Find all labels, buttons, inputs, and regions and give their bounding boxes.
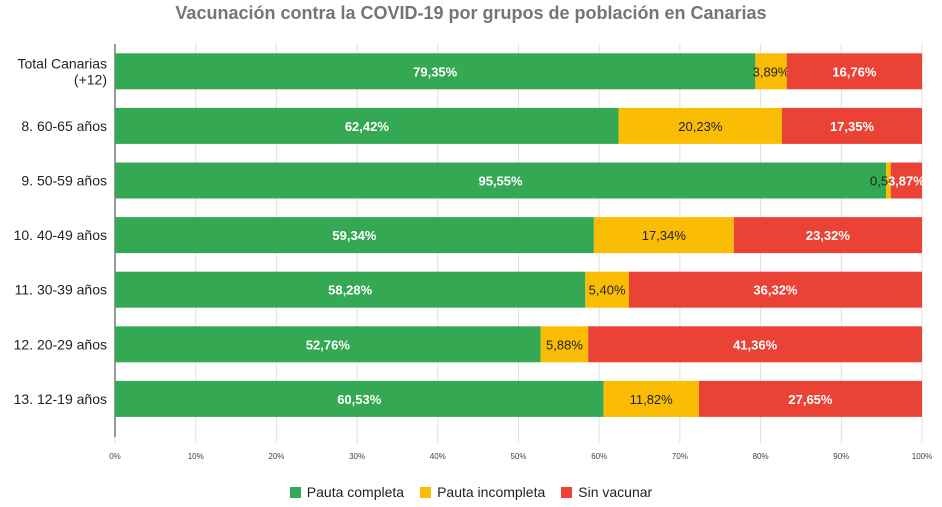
x-tick-label: 40%	[430, 452, 446, 461]
data-label: 60,53%	[337, 392, 382, 407]
legend-swatch	[420, 486, 432, 498]
data-label: 79,35%	[413, 64, 458, 79]
bar-segment	[786, 53, 922, 90]
category-label: 9. 50-59 años	[21, 173, 107, 189]
data-label: 17,35%	[830, 119, 875, 134]
data-label: 20,23%	[678, 119, 723, 134]
bar-segment	[540, 326, 589, 363]
category-label-line: 8. 60-65 años	[21, 118, 107, 134]
x-tick-label: 0%	[109, 452, 121, 461]
legend-swatch	[289, 486, 301, 498]
bar-segment	[585, 271, 629, 308]
legend: Pauta completa Pauta incompleta Sin vacuna…	[0, 484, 942, 500]
category-label: 11. 30-39 años	[15, 282, 107, 298]
data-label: 27,65%	[788, 392, 833, 407]
category-label-line: 9. 50-59 años	[21, 173, 107, 189]
bar-segment	[115, 326, 541, 363]
x-tick-label: 90%	[833, 452, 849, 461]
data-label: 59,34%	[332, 228, 377, 243]
x-tick-label: 60%	[591, 452, 607, 461]
x-tick-label: 100%	[912, 452, 932, 461]
data-label: 41,36%	[733, 337, 778, 352]
category-label-line: Total Canarias	[18, 55, 108, 71]
category-label: Total Canarias (+12)	[18, 55, 108, 87]
category-label-line: 12. 20-29 años	[14, 336, 107, 352]
category-label-line: 13. 12-19 años	[14, 391, 107, 407]
bar-segment	[115, 162, 887, 199]
bar-segment	[115, 380, 604, 417]
data-label: 36,32%	[753, 283, 798, 298]
legend-item: Pauta completa	[289, 484, 405, 500]
data-label: 5,88%	[546, 337, 583, 352]
x-tick-label: 30%	[349, 452, 365, 461]
category-label-line: 10. 40-49 años	[14, 227, 107, 243]
data-label: 17,34%	[642, 228, 687, 243]
bar-segment	[698, 380, 922, 417]
category-label: 13. 12-19 años	[14, 391, 107, 407]
data-label: 11,82%	[630, 392, 674, 407]
category-label: 8. 60-65 años	[21, 118, 107, 134]
data-label: 58,28%	[328, 283, 373, 298]
data-label: 16,76%	[832, 64, 877, 79]
category-label-line: (+12)	[74, 71, 107, 87]
legend-item: Sin vacunar	[561, 484, 652, 500]
data-label: 3,89%	[753, 64, 790, 79]
data-label: 52,76%	[306, 337, 351, 352]
legend-label: Pauta completa	[306, 484, 405, 500]
legend-swatch	[561, 486, 573, 498]
chart-title: Vacunación contra la COVID-19 por grupos…	[175, 3, 767, 23]
bar-segment	[588, 326, 922, 363]
bar-segment	[618, 107, 782, 144]
bar-segment	[115, 53, 756, 90]
data-label: 95,55%	[478, 174, 523, 189]
data-label: 5,40%	[589, 283, 626, 298]
data-label: 23,32%	[806, 228, 851, 243]
category-label: 12. 20-29 años	[14, 336, 107, 352]
legend-item: Pauta incompleta	[420, 484, 545, 500]
legend-label: Sin vacunar	[578, 484, 653, 500]
bar-segment	[755, 53, 787, 90]
x-tick-label: 20%	[268, 452, 284, 461]
category-label-line: 11. 30-39 años	[15, 282, 107, 298]
x-tick-label: 50%	[510, 452, 526, 461]
x-tick-label: 70%	[672, 452, 688, 461]
chart-plot: 0% 10% 20% 30% 40% 50% 60% 70% 80% 90% 100% 79,35% 3…	[14, 44, 932, 461]
bar-segment	[115, 271, 586, 308]
bar-segment	[115, 217, 594, 254]
bar-segment	[628, 271, 922, 308]
bar-segment	[733, 217, 922, 254]
legend-label: Pauta incompleta	[437, 484, 546, 500]
bar-segment	[890, 162, 922, 199]
data-label: 3,87%	[888, 174, 925, 189]
bar-segment	[603, 380, 699, 417]
bar-segment	[781, 107, 922, 144]
bar-segment	[115, 107, 619, 144]
data-label: 62,42%	[345, 119, 390, 134]
x-tick-label: 80%	[753, 452, 769, 461]
bar-segment	[593, 217, 734, 254]
x-tick-label: 10%	[188, 452, 204, 461]
bar-segment	[886, 162, 891, 199]
category-label: 10. 40-49 años	[14, 227, 107, 243]
